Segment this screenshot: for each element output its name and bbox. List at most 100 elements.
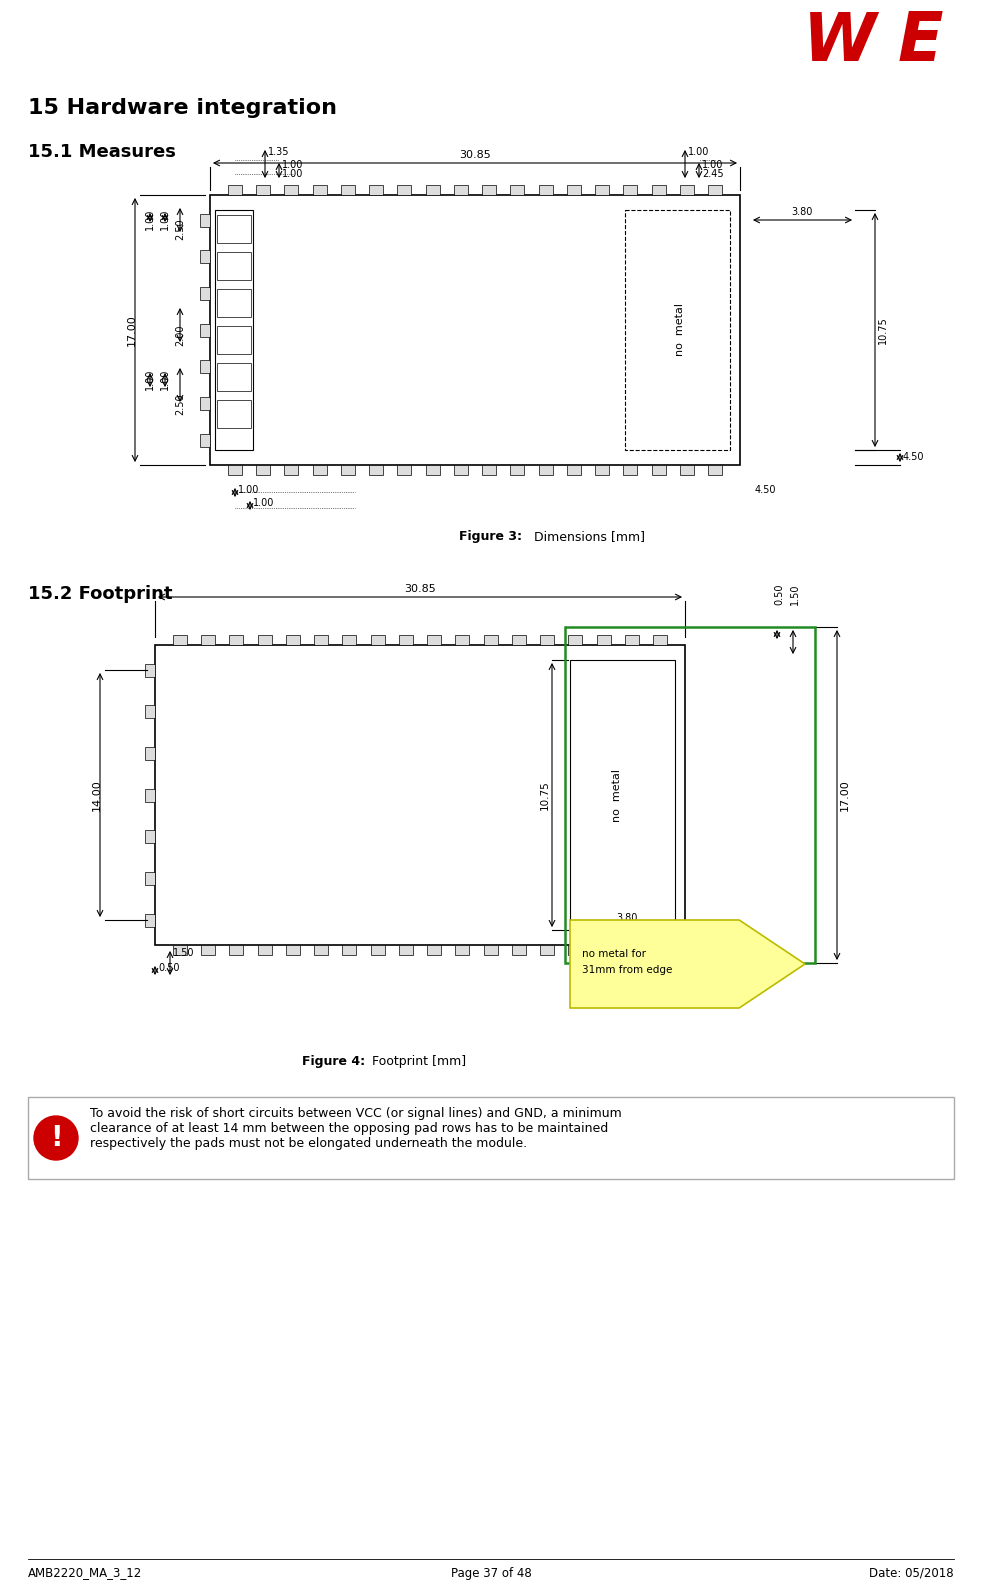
- Bar: [210, 195, 740, 466]
- Bar: [708, 185, 722, 195]
- Text: W: W: [803, 10, 877, 75]
- Bar: [370, 635, 385, 644]
- Text: 17.00: 17.00: [840, 778, 850, 810]
- Bar: [625, 944, 638, 955]
- Text: no metal for: no metal for: [582, 949, 646, 959]
- Bar: [370, 944, 385, 955]
- Text: 10.75: 10.75: [878, 316, 888, 345]
- Text: 1.50: 1.50: [173, 947, 194, 959]
- Bar: [201, 944, 215, 955]
- Bar: [343, 635, 356, 644]
- Text: 0.50: 0.50: [774, 584, 784, 605]
- Bar: [538, 466, 553, 475]
- Bar: [398, 466, 411, 475]
- Bar: [343, 944, 356, 955]
- Bar: [708, 466, 722, 475]
- Text: Footprint [mm]: Footprint [mm]: [368, 1054, 466, 1069]
- Text: 1.00: 1.00: [160, 209, 170, 230]
- Bar: [570, 660, 675, 930]
- Text: Date: 05/2018: Date: 05/2018: [869, 1566, 954, 1579]
- Bar: [595, 185, 609, 195]
- Bar: [538, 185, 553, 195]
- Bar: [567, 185, 580, 195]
- Text: 1.00: 1.00: [160, 368, 170, 391]
- Bar: [512, 635, 525, 644]
- Text: Figure 4:: Figure 4:: [301, 1054, 365, 1069]
- Text: 14.00: 14.00: [92, 778, 102, 810]
- Bar: [482, 466, 496, 475]
- Bar: [145, 914, 155, 927]
- Text: 0.50: 0.50: [158, 963, 180, 973]
- Text: !: !: [50, 1124, 62, 1152]
- Bar: [341, 466, 355, 475]
- Bar: [399, 635, 412, 644]
- Bar: [425, 185, 440, 195]
- Text: E: E: [898, 10, 943, 75]
- Bar: [567, 466, 580, 475]
- Text: To avoid the risk of short circuits between VCC (or signal lines) and GND, a min: To avoid the risk of short circuits betw…: [90, 1107, 622, 1150]
- Text: 15.2 Footprint: 15.2 Footprint: [28, 585, 173, 603]
- Bar: [286, 635, 300, 644]
- Text: no  metal: no metal: [612, 769, 622, 821]
- Bar: [217, 289, 251, 317]
- Text: 1.00: 1.00: [688, 147, 709, 156]
- Bar: [256, 466, 270, 475]
- Text: 1.00: 1.00: [282, 160, 303, 171]
- Bar: [425, 466, 440, 475]
- Bar: [217, 252, 251, 281]
- Text: 2.45: 2.45: [702, 169, 724, 179]
- Bar: [173, 944, 187, 955]
- Bar: [456, 635, 469, 644]
- Bar: [624, 466, 637, 475]
- Bar: [680, 466, 693, 475]
- Text: 30.85: 30.85: [460, 150, 491, 160]
- Bar: [651, 466, 666, 475]
- Text: 3.80: 3.80: [791, 207, 813, 217]
- Text: no  metal: no metal: [675, 303, 685, 357]
- Bar: [257, 635, 272, 644]
- Bar: [145, 872, 155, 885]
- Text: 1.00: 1.00: [253, 498, 274, 507]
- Text: 30.85: 30.85: [405, 584, 436, 593]
- Bar: [155, 644, 685, 944]
- Bar: [596, 635, 611, 644]
- Text: 4.50: 4.50: [755, 485, 777, 494]
- Bar: [217, 215, 251, 242]
- Bar: [369, 185, 383, 195]
- Bar: [596, 944, 611, 955]
- Bar: [653, 944, 667, 955]
- Bar: [285, 185, 299, 195]
- Bar: [483, 635, 498, 644]
- Bar: [314, 635, 328, 644]
- Text: 15 Hardware integration: 15 Hardware integration: [28, 97, 337, 118]
- Bar: [200, 287, 210, 300]
- Bar: [399, 944, 412, 955]
- Bar: [217, 364, 251, 391]
- Text: 2.50: 2.50: [175, 394, 185, 415]
- Bar: [595, 466, 609, 475]
- Text: 15.1 Measures: 15.1 Measures: [28, 144, 176, 161]
- Bar: [257, 944, 272, 955]
- Bar: [145, 705, 155, 718]
- Bar: [200, 360, 210, 373]
- Bar: [230, 635, 244, 644]
- Bar: [482, 185, 496, 195]
- Bar: [200, 324, 210, 337]
- Bar: [427, 944, 441, 955]
- Bar: [200, 250, 210, 263]
- Bar: [200, 214, 210, 226]
- Bar: [454, 185, 467, 195]
- Bar: [624, 185, 637, 195]
- Bar: [217, 400, 251, 427]
- Text: 1.00: 1.00: [282, 169, 303, 179]
- Bar: [427, 635, 441, 644]
- Bar: [145, 829, 155, 844]
- Bar: [565, 627, 815, 963]
- Text: 1.35: 1.35: [268, 147, 290, 156]
- Bar: [28, 1097, 954, 1179]
- Text: 2.00: 2.00: [175, 324, 185, 346]
- Bar: [569, 635, 582, 644]
- Bar: [625, 635, 638, 644]
- Bar: [512, 944, 525, 955]
- Text: 1.00: 1.00: [238, 485, 259, 494]
